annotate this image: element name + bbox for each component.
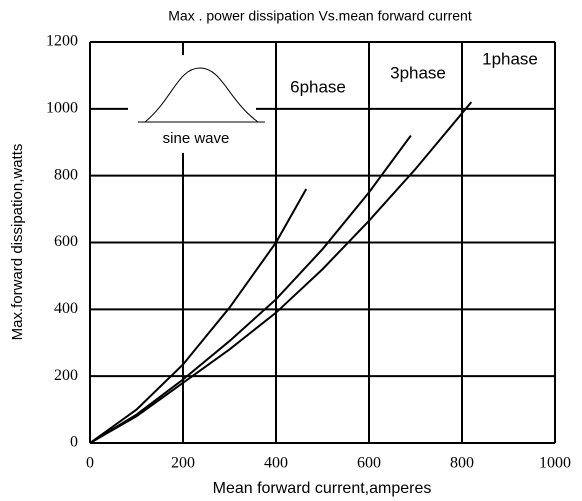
y-tick-label: 800 xyxy=(54,166,78,183)
series-label: 3phase xyxy=(390,63,446,82)
series-label: 6phase xyxy=(290,77,346,96)
y-tick-label: 0 xyxy=(70,434,78,451)
annotation: sine wave xyxy=(163,130,230,147)
y-tick-label: 1000 xyxy=(46,100,78,117)
y-tick-label: 1200 xyxy=(46,33,78,50)
y-tick-label: 200 xyxy=(54,367,78,384)
x-tick-label: 800 xyxy=(450,455,474,472)
series-line xyxy=(89,188,308,444)
chart-title: Max . power dissipation Vs.mean forward … xyxy=(168,8,472,24)
inset-box xyxy=(128,55,256,153)
series-line xyxy=(89,101,473,444)
series-label: 1phase xyxy=(482,49,538,68)
x-tick-label: 200 xyxy=(171,455,195,472)
y-tick-label: 400 xyxy=(54,300,78,317)
y-tick-label: 600 xyxy=(54,233,78,250)
x-tick-label: 400 xyxy=(264,455,288,472)
x-tick-label: 600 xyxy=(357,455,381,472)
y-axis-label: Max.forward dissipation,watts xyxy=(9,144,26,341)
x-axis-label: Mean forward current,amperes xyxy=(213,480,432,497)
x-tick-label: 1000 xyxy=(539,455,571,472)
sine-wave-shape xyxy=(144,67,259,123)
x-tick-label: 0 xyxy=(86,455,94,472)
series-line xyxy=(89,134,412,444)
